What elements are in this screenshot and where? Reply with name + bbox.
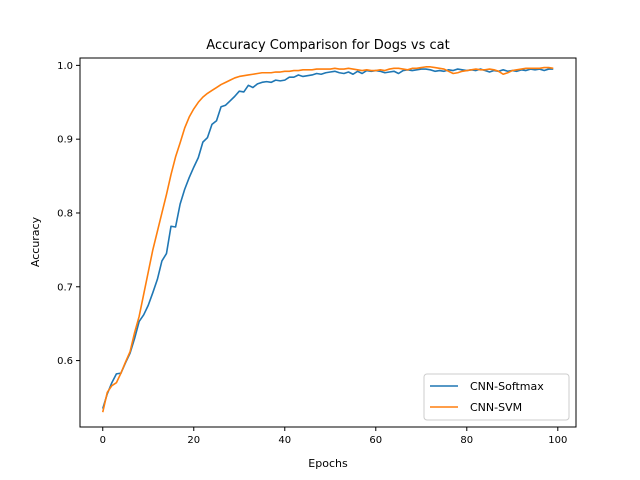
y-tick-label: 0.7	[57, 282, 73, 293]
x-tick-label: 100	[548, 435, 567, 446]
series-line-cnn-svm	[101, 66, 554, 413]
plot-area	[101, 66, 554, 413]
legend: CNN-Softmax CNN-SVM	[423, 373, 570, 421]
x-tick-label: 80	[460, 435, 473, 446]
x-axis-label: Epochs	[308, 457, 348, 470]
axes-frame	[79, 57, 577, 428]
x-tick-label: 20	[187, 435, 200, 446]
y-axis: 0.6 0.7 0.8 0.9 1.0	[57, 61, 80, 367]
y-tick-label: 0.6	[57, 356, 73, 367]
x-axis: 0 20 40 60 80 100	[100, 427, 567, 446]
legend-label: CNN-SVM	[470, 401, 522, 414]
chart-title: Accuracy Comparison for Dogs vs cat	[206, 38, 449, 53]
y-axis-label: Accuracy	[29, 216, 42, 267]
x-tick-label: 40	[278, 435, 291, 446]
legend-box	[423, 373, 570, 421]
legend-label: CNN-Softmax	[470, 380, 544, 393]
x-tick-label: 60	[369, 435, 382, 446]
y-tick-label: 1.0	[57, 61, 73, 72]
y-tick-label: 0.8	[57, 208, 73, 219]
y-tick-label: 0.9	[57, 135, 73, 146]
x-tick-label: 0	[100, 435, 106, 446]
